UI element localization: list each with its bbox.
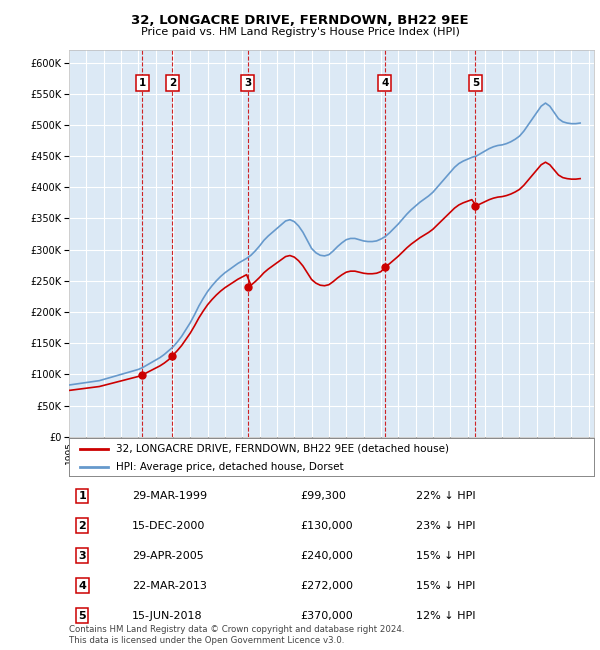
Text: 22-MAR-2013: 22-MAR-2013 <box>132 580 207 591</box>
Text: 32, LONGACRE DRIVE, FERNDOWN, BH22 9EE: 32, LONGACRE DRIVE, FERNDOWN, BH22 9EE <box>131 14 469 27</box>
Text: £99,300: £99,300 <box>300 491 346 501</box>
Text: This data is licensed under the Open Government Licence v3.0.: This data is licensed under the Open Gov… <box>69 636 344 645</box>
Text: HPI: Average price, detached house, Dorset: HPI: Average price, detached house, Dors… <box>116 462 344 472</box>
Text: 1: 1 <box>78 491 86 501</box>
Text: Price paid vs. HM Land Registry's House Price Index (HPI): Price paid vs. HM Land Registry's House … <box>140 27 460 37</box>
Text: 15-JUN-2018: 15-JUN-2018 <box>132 610 203 621</box>
Text: 1: 1 <box>139 78 146 88</box>
Text: 5: 5 <box>472 78 479 88</box>
Text: 29-MAR-1999: 29-MAR-1999 <box>132 491 207 501</box>
Text: £240,000: £240,000 <box>300 551 353 561</box>
Text: 2: 2 <box>78 521 86 531</box>
Text: 3: 3 <box>244 78 251 88</box>
Text: 4: 4 <box>78 580 86 591</box>
Text: £370,000: £370,000 <box>300 610 353 621</box>
Text: 23% ↓ HPI: 23% ↓ HPI <box>415 521 475 531</box>
Text: 22% ↓ HPI: 22% ↓ HPI <box>415 491 475 501</box>
Text: £130,000: £130,000 <box>300 521 353 531</box>
Text: 5: 5 <box>79 610 86 621</box>
Text: 15-DEC-2000: 15-DEC-2000 <box>132 521 205 531</box>
Text: 3: 3 <box>79 551 86 561</box>
Text: £272,000: £272,000 <box>300 580 353 591</box>
Text: 15% ↓ HPI: 15% ↓ HPI <box>415 580 475 591</box>
Text: 32, LONGACRE DRIVE, FERNDOWN, BH22 9EE (detached house): 32, LONGACRE DRIVE, FERNDOWN, BH22 9EE (… <box>116 444 449 454</box>
Text: 4: 4 <box>381 78 388 88</box>
Text: 15% ↓ HPI: 15% ↓ HPI <box>415 551 475 561</box>
Text: 29-APR-2005: 29-APR-2005 <box>132 551 204 561</box>
Text: Contains HM Land Registry data © Crown copyright and database right 2024.: Contains HM Land Registry data © Crown c… <box>69 625 404 634</box>
Text: 2: 2 <box>169 78 176 88</box>
Text: 12% ↓ HPI: 12% ↓ HPI <box>415 610 475 621</box>
